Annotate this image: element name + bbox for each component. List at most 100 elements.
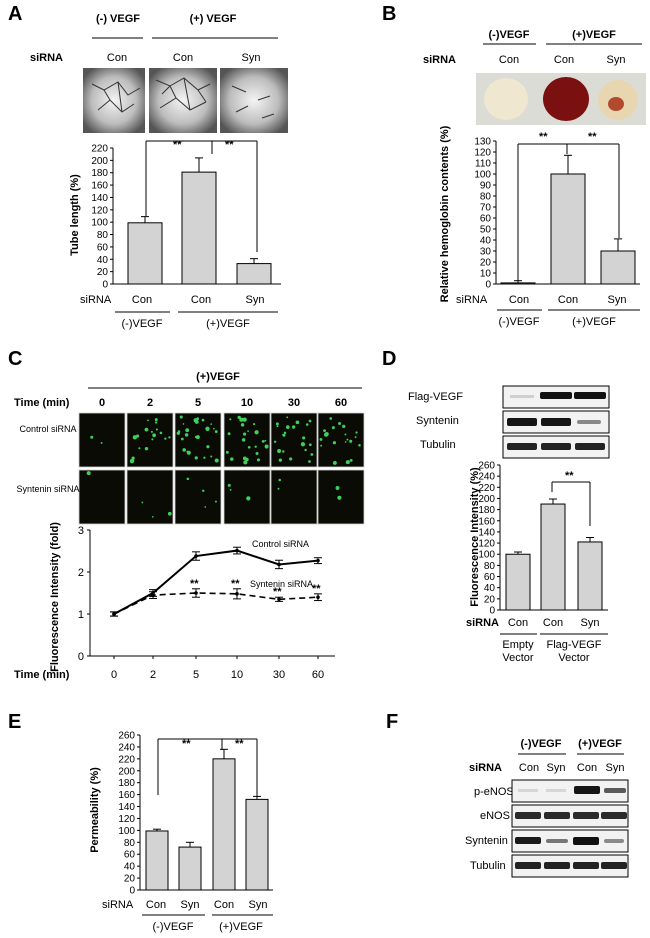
- chart-a-group-minus: (-)VEGF: [122, 318, 163, 330]
- chart-c-series-syntenin-label: Syntenin siRNA: [250, 579, 313, 589]
- fluorescent-cell-dot: [276, 425, 279, 428]
- fluorescence-grid: [78, 412, 365, 525]
- fluorescent-cell-dot: [155, 428, 158, 431]
- fluorescent-cell-dot: [201, 418, 205, 422]
- fluorescence-cell: [78, 412, 126, 468]
- chart-e-sig-2: **: [235, 738, 244, 750]
- chart-c-ylabel: Fluorescence Intensity (fold): [49, 522, 61, 672]
- panel-a-top-lane-3: Syn: [242, 52, 261, 64]
- panel-f-lane-3: Con: [577, 762, 597, 774]
- fluorescent-cell-dot: [154, 421, 158, 424]
- time-header-10: 10: [241, 397, 253, 409]
- y-tick-label: 180: [91, 168, 108, 179]
- y-tick-label: 220: [118, 754, 135, 765]
- chart-e-sig-1: **: [182, 738, 191, 750]
- fluorescent-cell-dot: [358, 443, 361, 447]
- fluorescence-cell: [317, 412, 365, 468]
- panel-a-top-lane-1: Con: [107, 52, 127, 64]
- chart-a-lane-1: Con: [132, 294, 152, 306]
- fluorescent-cell-dot: [203, 456, 206, 459]
- fluorescent-cell-dot: [323, 429, 326, 433]
- fluorescent-cell-dot: [255, 452, 259, 456]
- fluorescent-cell-dot: [182, 423, 185, 425]
- panel-f-lane-4: Syn: [606, 762, 625, 774]
- fluorescent-cell-dot: [184, 433, 189, 437]
- fluorescent-cell-dot: [225, 450, 229, 454]
- fluorescent-cell-dot: [344, 433, 347, 436]
- y-tick-label: 40: [97, 255, 109, 266]
- fluorescent-cell-dot: [354, 436, 357, 439]
- fluorescent-cell-dot: [240, 423, 245, 427]
- fluorescent-cell-dot: [349, 439, 353, 443]
- y-tick-label: 40: [480, 236, 492, 247]
- chart-d-group-empty: Empty Vector: [502, 639, 534, 664]
- y-tick-label: 120: [474, 148, 491, 159]
- fluorescent-cell-dot: [242, 456, 247, 461]
- fluorescent-cell-dot: [254, 445, 257, 448]
- fluorescent-cell-dot: [300, 442, 306, 447]
- chart-a-lane-3: Syn: [246, 294, 265, 306]
- fluorescent-cell-dot: [282, 450, 285, 453]
- fluorescent-cell-dot: [230, 457, 234, 461]
- chart-e-lane-2: Syn: [181, 899, 200, 911]
- fluorescent-cell-dot: [335, 486, 340, 490]
- fluorescent-cell-dot: [214, 500, 217, 503]
- chart-e-group-plus: (+)VEGF: [219, 921, 263, 933]
- y-tick-label: 0: [129, 886, 135, 897]
- fluorescent-cell-dot: [285, 425, 290, 429]
- fluorescent-cell-dot: [256, 458, 261, 462]
- y-tick-label: 20: [124, 874, 136, 885]
- bar-E-2: [178, 846, 202, 891]
- blot-d-label-1: Flag-VEGF: [408, 391, 463, 403]
- panel-c-letter: C: [8, 348, 22, 370]
- y-tick-label: 120: [91, 205, 108, 216]
- blot-d-label-3: Tubulin: [420, 439, 456, 451]
- fluorescent-cell-dot: [86, 471, 91, 476]
- fluorescent-cell-dot: [289, 457, 293, 461]
- fluorescent-cell-dot: [295, 420, 300, 425]
- x-tick-label: 60: [312, 669, 324, 681]
- y-tick-label: 200: [478, 494, 495, 505]
- chart-a-lane-2: Con: [191, 294, 211, 306]
- y-tick-label: 140: [478, 527, 495, 538]
- fluorescent-cell-dot: [277, 448, 282, 453]
- fluorescent-cell-dot: [167, 511, 172, 516]
- blot-f-label-3: Syntenin: [465, 835, 508, 847]
- chart-e-group-minus: (-)VEGF: [153, 921, 194, 933]
- chart-a-sig-1: **: [173, 139, 182, 151]
- fluorescent-cell-dot: [132, 459, 135, 462]
- chart-c-xlabel: Time (min): [14, 669, 70, 681]
- data-point: [194, 591, 198, 595]
- y-tick-label: 160: [91, 181, 108, 192]
- fluorescent-cell-dot: [227, 483, 231, 487]
- fluorescent-cell-dot: [186, 450, 191, 455]
- y-tick-label: 40: [484, 583, 496, 594]
- fluorescent-cell-dot: [176, 431, 180, 435]
- panel-b-sirna: siRNA: [423, 54, 456, 66]
- panel-a: A (-) VEGF (+) VEGF siRNA Con Con Syn 0 2…: [8, 3, 288, 330]
- panel-a-minus-vegf: (-) VEGF: [96, 13, 140, 25]
- y-tick-label: 30: [480, 247, 492, 258]
- panel-b: B (-)VEGF (+)VEGF siRNA Con Con Syn 0102…: [382, 3, 646, 328]
- fluorescent-cell-dot: [265, 446, 268, 449]
- y-tick-label: 130: [474, 137, 491, 148]
- y-tick-label: 240: [118, 742, 135, 753]
- fluorescent-cell-dot: [135, 434, 140, 438]
- blot-f-syntenin: [511, 829, 629, 853]
- fluorescent-cell-dot: [147, 419, 149, 422]
- y-tick-label: 100: [118, 826, 135, 837]
- fluorescent-cell-dot: [204, 506, 207, 508]
- chart-c-sig: **: [312, 583, 321, 595]
- fluorescent-cell-dot: [151, 438, 154, 441]
- chart-a-sirna: siRNA: [80, 294, 112, 306]
- chart-c-sig: **: [231, 578, 240, 590]
- bar-B-2: [550, 173, 586, 285]
- chart-b-group-plus: (+)VEGF: [572, 316, 616, 328]
- panel-f-plus-vegf: (+)VEGF: [578, 738, 622, 750]
- fluorescent-cell-dot: [194, 456, 198, 460]
- chart-d-sirna: siRNA: [466, 617, 499, 629]
- fluorescence-cell: [78, 469, 126, 525]
